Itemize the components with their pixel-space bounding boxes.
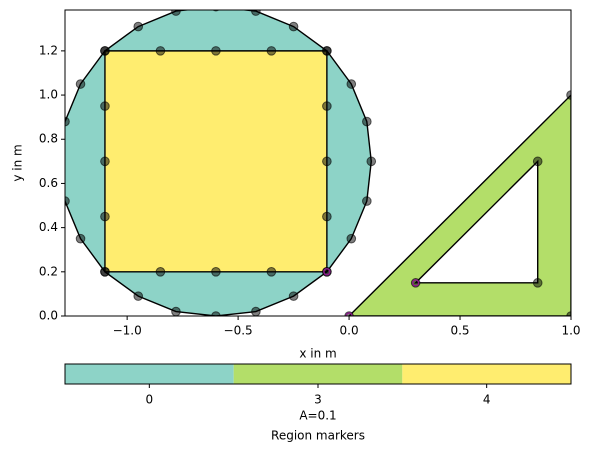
x-tick-label: 1.0 [561,324,580,338]
node [288,291,299,301]
node [133,21,144,32]
y-tick-label: 0.8 [39,132,58,146]
y-tick-label: 0.2 [39,264,58,278]
colorbar-tick-label: 0 [146,393,154,407]
colorbar-label: Region markers [271,429,365,443]
node [65,159,66,164]
node [211,311,221,316]
colorbar-frame [64,363,572,385]
node [251,10,261,16]
node [211,46,221,56]
y-tick-label: 0.0 [39,309,58,323]
node [346,79,357,89]
region-marker [323,268,331,276]
node [75,79,86,89]
y-tick-label: 0.6 [39,176,58,190]
plot-area [65,10,571,316]
node [251,306,261,316]
node [266,46,277,56]
x-axis-label: x in m [299,347,336,361]
node [322,101,332,111]
node [288,21,299,32]
node [346,233,357,244]
region [348,94,571,316]
node [532,156,543,167]
node [75,233,86,244]
node [366,156,377,167]
x-tick-label: 0.5 [450,324,469,338]
colorbar-tick-label: 3 [314,393,322,407]
x-tick-label: −1.0 [113,324,142,338]
region-marker [411,279,420,287]
y-tick-label: 1.2 [39,43,58,57]
node [100,101,110,111]
node [322,211,332,222]
node [155,267,166,277]
node [322,156,332,167]
colorbar-annotation: A=0.1 [299,409,336,423]
y-tick-label: 1.0 [39,88,58,102]
node [322,46,332,56]
colorbar-segment [65,364,234,384]
node [566,311,571,316]
node [532,278,543,288]
node [171,10,181,16]
node [100,156,110,167]
node [133,291,144,301]
node [211,267,221,277]
node [566,90,571,100]
node [100,46,110,56]
plot-frame [64,9,572,317]
node [100,211,110,222]
y-axis-label: y in m [11,144,25,181]
node [266,267,277,277]
x-tick-label: −0.5 [224,324,253,338]
colorbar-segment [233,364,403,384]
x-tick-label: 0.0 [340,324,359,338]
colorbar-segment [402,364,571,384]
region-marker [345,312,353,316]
node [171,306,181,316]
node [100,267,110,277]
node [155,46,166,56]
node [362,116,372,127]
node [362,196,372,206]
y-tick-label: 0.4 [39,220,58,234]
region [104,50,328,273]
colorbar-tick-label: 4 [483,393,491,407]
